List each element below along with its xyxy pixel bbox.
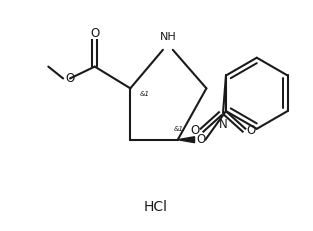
Text: O: O [191,124,200,137]
Polygon shape [178,137,195,143]
Text: N: N [219,118,227,131]
Text: HCl: HCl [144,200,168,214]
Text: O: O [246,124,255,137]
Text: O: O [65,72,75,85]
Text: O: O [197,133,206,146]
Text: &1: &1 [174,126,184,132]
Text: O: O [90,27,99,40]
Text: &1: &1 [139,91,149,97]
Text: NH: NH [160,32,176,42]
